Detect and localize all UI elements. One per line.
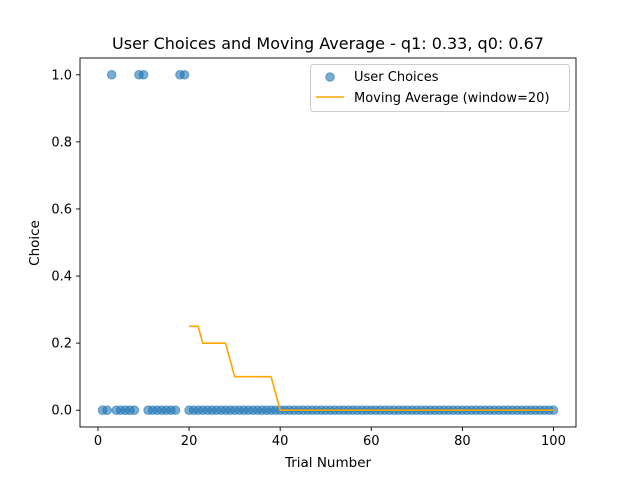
y-tick-label: 0.8 <box>51 135 72 150</box>
x-tick-label: 80 <box>454 434 471 449</box>
y-tick-label: 0.4 <box>51 270 72 285</box>
data-point <box>138 69 149 80</box>
moving-average-line <box>189 325 554 412</box>
y-tick-label: 0.0 <box>51 404 72 419</box>
data-point <box>106 69 117 80</box>
x-tick-label: 40 <box>272 434 289 449</box>
axes: 0 20 40 60 80 100 0.0 0.2 0.4 0.6 0.8 1.0 <box>51 57 577 449</box>
x-tick-label: 20 <box>181 434 198 449</box>
data-point <box>129 405 140 416</box>
plot-area <box>97 69 559 416</box>
x-tick-label: 100 <box>541 434 566 449</box>
chart-title: User Choices and Moving Average - q1: 0.… <box>112 34 544 53</box>
data-point <box>179 69 190 80</box>
y-tick-label: 0.2 <box>51 337 72 352</box>
axes-frame <box>79 57 577 428</box>
y-tick-label: 0.6 <box>51 202 72 217</box>
x-axis-label: Trial Number <box>284 455 372 471</box>
y-axis-label: Choice <box>27 220 43 266</box>
x-tick-label: 0 <box>94 434 102 449</box>
x-tick-label: 60 <box>363 434 380 449</box>
legend-label-user-choices: User Choices <box>354 70 439 85</box>
legend-marker-user-choices <box>325 72 335 82</box>
data-point <box>102 405 112 416</box>
legend: User Choices Moving Average (window=20) <box>310 64 570 112</box>
legend-label-moving-average: Moving Average (window=20) <box>354 91 550 106</box>
data-point <box>170 405 181 416</box>
y-tick-label: 1.0 <box>51 68 72 83</box>
legend-box <box>310 64 570 112</box>
